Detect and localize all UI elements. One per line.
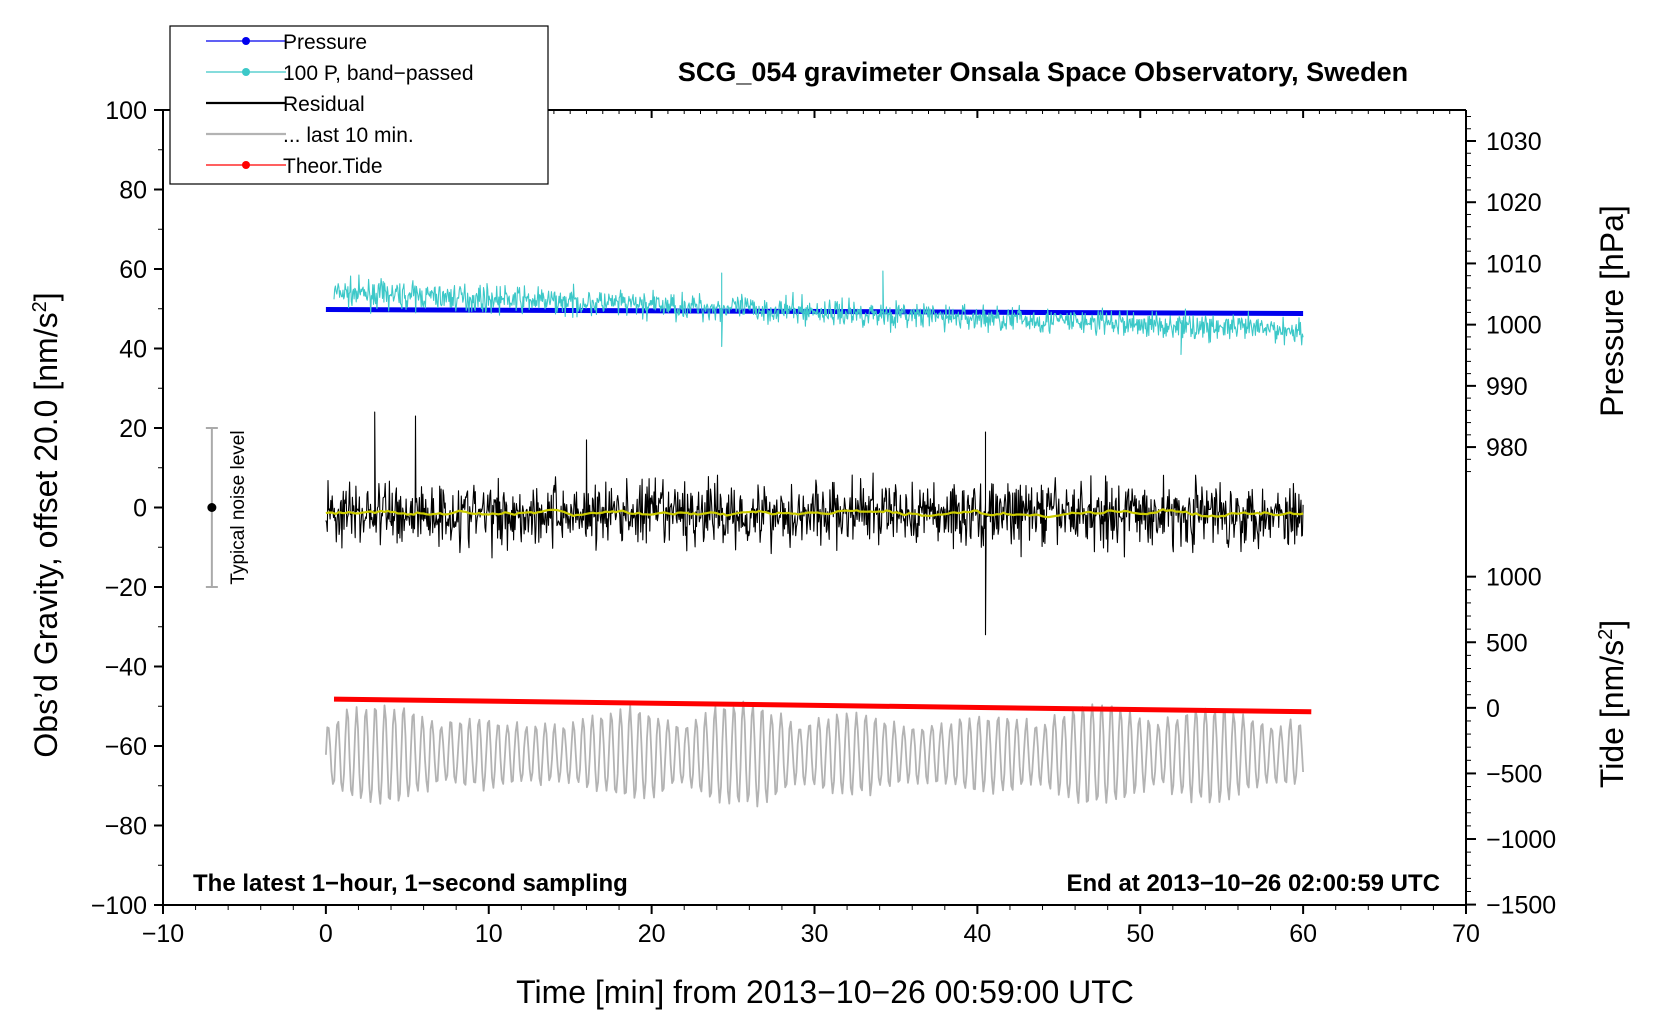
tide-tick-label: 500 — [1486, 629, 1528, 657]
y-tick-label: 20 — [119, 415, 147, 443]
x-axis-label: Time [min] from 2013−10−26 00:59:00 UTC — [516, 974, 1134, 1010]
legend: Pressure 100 P, band−passed Residual ... la… — [169, 25, 549, 185]
series-line-1 — [333, 270, 1304, 356]
legend-label: Theor.Tide — [283, 155, 383, 178]
pressure-axis-label: Pressure [hPa] — [1594, 205, 1630, 417]
y-tick-label: 80 — [119, 177, 147, 205]
tide-tick-label: −500 — [1486, 760, 1542, 788]
tide-tick-label: −1000 — [1486, 826, 1556, 854]
x-tick-label: 40 — [963, 920, 991, 948]
pressure-tick-label: 1000 — [1486, 312, 1542, 340]
x-tick-label: 0 — [319, 920, 333, 948]
series-line-2 — [325, 411, 1304, 636]
legend-label: Residual — [283, 93, 365, 116]
pressure-axis-ticks: 1030 1020 1010 1000 990 980 — [1466, 116, 1542, 473]
pressure-tick-label: 1010 — [1486, 250, 1542, 278]
legend-label: 100 P, band−passed — [283, 62, 474, 85]
x-tick-label: 30 — [801, 920, 829, 948]
legend-marker — [242, 68, 250, 76]
series-line-5 — [325, 508, 1304, 519]
tide-tick-label: 0 — [1486, 695, 1500, 723]
pressure-tick-label: 980 — [1486, 434, 1528, 462]
y-tick-label: −40 — [105, 654, 147, 682]
left-y-axis-ticks: 100 80 60 40 20 0 −20 −40 −60 −80 −100 — [91, 97, 163, 920]
y-tick-label: 0 — [133, 495, 147, 523]
x-tick-label: 50 — [1126, 920, 1154, 948]
noise-bar-center-dot — [207, 503, 217, 512]
series-line-4 — [333, 696, 1312, 715]
y-tick-label: 100 — [105, 97, 147, 125]
noise-level-indicator: Typical noise level — [205, 427, 249, 588]
legend-marker — [242, 161, 250, 169]
sampling-note: The latest 1−hour, 1−second sampling — [193, 870, 628, 897]
tide-axis-label: Tide [nm/s2] — [1594, 620, 1630, 788]
series-line-3 — [325, 700, 1304, 808]
legend-label: Pressure — [283, 31, 367, 54]
x-tick-label: 10 — [475, 920, 503, 948]
x-tick-label: −10 — [142, 920, 184, 948]
pressure-tick-label: 1030 — [1486, 128, 1542, 156]
y-tick-label: 60 — [119, 256, 147, 284]
pressure-tick-label: 990 — [1486, 373, 1528, 401]
tide-tick-label: 1000 — [1486, 564, 1542, 592]
end-time-note: End at 2013−10−26 02:00:59 UTC — [1066, 870, 1440, 897]
y-tick-label: −20 — [105, 574, 147, 602]
pressure-tick-label: 1020 — [1486, 189, 1542, 217]
chart-title: SCG_054 gravimeter Onsala Space Observat… — [678, 57, 1408, 87]
y-tick-label: 40 — [119, 336, 147, 364]
y-tick-label: −60 — [105, 733, 147, 761]
noise-bar-label: Typical noise level — [228, 430, 249, 584]
x-tick-label: 20 — [638, 920, 666, 948]
legend-box — [169, 25, 549, 185]
x-tick-label: 70 — [1452, 920, 1480, 948]
tide-axis-ticks: 1000 500 0 −500 −1000 −1500 — [1466, 564, 1556, 920]
y-tick-label: −100 — [91, 892, 147, 920]
tide-tick-label: −1500 — [1486, 892, 1556, 920]
legend-label: ... last 10 min. — [283, 124, 414, 147]
x-tick-label: 60 — [1289, 920, 1317, 948]
y-tick-label: −80 — [105, 813, 147, 841]
legend-marker — [242, 37, 250, 45]
series-layer — [325, 270, 1312, 808]
left-y-axis-label: Obs’d Gravity, offset 20.0 [nm/s2] — [28, 292, 64, 757]
